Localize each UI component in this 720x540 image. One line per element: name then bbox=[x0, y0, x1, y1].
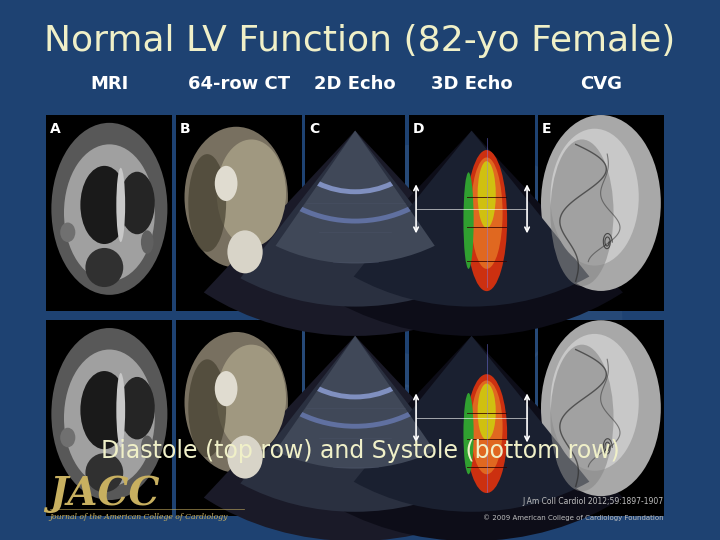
Text: J Am Coll Cardiol 2012;59:1897-1907: J Am Coll Cardiol 2012;59:1897-1907 bbox=[523, 497, 664, 505]
Wedge shape bbox=[240, 131, 470, 307]
Wedge shape bbox=[354, 131, 590, 307]
Wedge shape bbox=[276, 336, 435, 469]
Ellipse shape bbox=[64, 144, 155, 281]
Ellipse shape bbox=[117, 373, 125, 447]
Wedge shape bbox=[300, 412, 410, 429]
Ellipse shape bbox=[51, 123, 167, 295]
Ellipse shape bbox=[217, 139, 286, 247]
Ellipse shape bbox=[184, 127, 288, 267]
Ellipse shape bbox=[141, 436, 153, 459]
Wedge shape bbox=[317, 181, 393, 194]
Wedge shape bbox=[300, 207, 410, 224]
Ellipse shape bbox=[541, 320, 661, 496]
Text: COLLEGE: COLLEGE bbox=[361, 255, 514, 285]
Ellipse shape bbox=[189, 359, 226, 457]
Text: C: C bbox=[309, 122, 319, 136]
Ellipse shape bbox=[467, 374, 507, 493]
Text: D: D bbox=[413, 122, 424, 136]
Wedge shape bbox=[317, 387, 393, 400]
Bar bbox=[305, 115, 405, 310]
Ellipse shape bbox=[51, 328, 167, 500]
Ellipse shape bbox=[551, 129, 639, 266]
Ellipse shape bbox=[64, 349, 155, 487]
Text: B: B bbox=[179, 122, 190, 136]
Wedge shape bbox=[204, 131, 506, 336]
Wedge shape bbox=[320, 336, 623, 540]
Ellipse shape bbox=[217, 345, 286, 452]
Ellipse shape bbox=[467, 150, 507, 291]
Text: E: E bbox=[541, 122, 552, 136]
Wedge shape bbox=[276, 131, 435, 264]
Ellipse shape bbox=[189, 154, 226, 252]
Bar bbox=[408, 320, 535, 516]
Bar bbox=[46, 320, 173, 516]
Ellipse shape bbox=[541, 115, 661, 291]
Wedge shape bbox=[204, 336, 506, 540]
Ellipse shape bbox=[184, 332, 288, 472]
Text: 3D Echo: 3D Echo bbox=[431, 75, 513, 93]
Ellipse shape bbox=[60, 222, 76, 242]
Bar bbox=[176, 115, 302, 310]
Ellipse shape bbox=[228, 436, 263, 478]
Ellipse shape bbox=[117, 168, 125, 242]
Text: Diastole (top row) and Systole (bottom row): Diastole (top row) and Systole (bottom r… bbox=[101, 439, 619, 463]
Text: MRI: MRI bbox=[90, 75, 128, 93]
Ellipse shape bbox=[551, 334, 639, 471]
Ellipse shape bbox=[215, 371, 238, 406]
Bar bbox=[538, 115, 664, 310]
Ellipse shape bbox=[60, 428, 76, 447]
Text: 2D Echo: 2D Echo bbox=[315, 75, 396, 93]
Ellipse shape bbox=[215, 166, 238, 201]
Text: JACC: JACC bbox=[50, 475, 160, 513]
Wedge shape bbox=[240, 336, 470, 512]
Bar bbox=[538, 320, 664, 516]
Ellipse shape bbox=[120, 172, 155, 234]
Text: Journal of the American College of Cardiology: Journal of the American College of Cardi… bbox=[50, 514, 228, 521]
Ellipse shape bbox=[464, 172, 474, 269]
Ellipse shape bbox=[471, 380, 503, 474]
Ellipse shape bbox=[228, 231, 263, 273]
Ellipse shape bbox=[86, 248, 123, 287]
Ellipse shape bbox=[81, 166, 128, 244]
Wedge shape bbox=[354, 336, 590, 512]
Text: Normal LV Function (82-yo Female): Normal LV Function (82-yo Female) bbox=[45, 24, 675, 57]
Ellipse shape bbox=[477, 161, 496, 228]
Text: FOUNDATION: FOUNDATION bbox=[345, 296, 531, 320]
Text: 64-row CT: 64-row CT bbox=[188, 75, 289, 93]
Ellipse shape bbox=[120, 377, 155, 440]
Ellipse shape bbox=[471, 158, 503, 269]
Bar bbox=[176, 320, 302, 516]
Text: © 2009 American College of Cardiology Foundation: © 2009 American College of Cardiology Fo… bbox=[483, 514, 664, 521]
Text: A: A bbox=[50, 122, 61, 136]
Ellipse shape bbox=[477, 383, 496, 440]
Ellipse shape bbox=[141, 231, 153, 254]
Ellipse shape bbox=[551, 139, 613, 286]
Ellipse shape bbox=[551, 345, 613, 491]
Ellipse shape bbox=[86, 453, 123, 492]
Bar bbox=[408, 115, 535, 310]
Bar bbox=[305, 320, 405, 516]
Wedge shape bbox=[320, 131, 623, 336]
Ellipse shape bbox=[464, 393, 474, 474]
Ellipse shape bbox=[81, 371, 128, 449]
Bar bbox=[46, 115, 173, 310]
Text: CVG: CVG bbox=[580, 75, 622, 93]
